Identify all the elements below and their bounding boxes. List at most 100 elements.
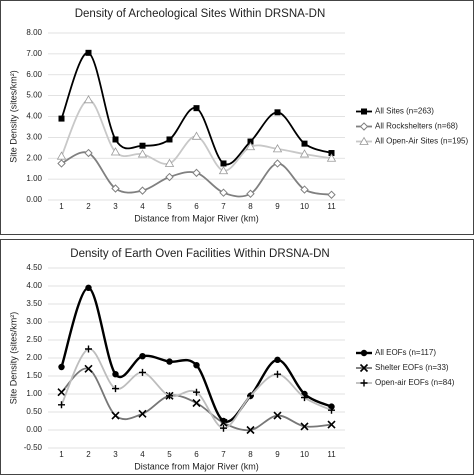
y-tick-label: 4.00 (26, 281, 42, 290)
marker (328, 403, 335, 410)
marker (138, 186, 147, 195)
chart-title: Density of Archeological Sites Within DR… (75, 8, 326, 20)
marker (360, 349, 368, 357)
y-tick-label: -0.50 (24, 443, 43, 452)
legend-label: Shelter EOFs (n=33) (375, 363, 449, 372)
y-axis-label: Site Density (sites/km²) (8, 70, 18, 163)
y-tick-label: 6.00 (26, 70, 42, 79)
x-tick-label: 11 (327, 202, 336, 211)
panel-border (0, 0, 474, 235)
marker (193, 362, 200, 369)
y-tick-label: 2.00 (26, 153, 42, 162)
marker (192, 168, 201, 178)
x-tick-label: 7 (221, 202, 226, 211)
y-tick-label: 5.00 (26, 91, 42, 100)
legend-label: All EOFs (n=117) (375, 348, 436, 357)
x-tick-label: 9 (275, 450, 280, 459)
legend-label: All Open-Air Sites (n=195) (375, 137, 468, 146)
marker (112, 136, 119, 143)
y-tick-label: 3.50 (26, 299, 42, 308)
chart-title: Density of Earth Oven Facilities Within … (70, 248, 329, 260)
y-tick-label: 1.50 (26, 371, 42, 380)
marker (274, 370, 281, 378)
marker (83, 94, 94, 104)
marker (58, 401, 65, 409)
marker (245, 141, 256, 151)
series-line (60, 348, 332, 430)
marker (274, 356, 281, 363)
marker (139, 142, 146, 149)
marker (112, 371, 119, 378)
y-tick-label: 0.50 (26, 407, 42, 416)
marker (58, 115, 65, 122)
x-tick-label: 3 (113, 450, 118, 459)
x-tick-label: 1 (59, 450, 64, 459)
marker (57, 388, 66, 397)
y-tick-label: 2.00 (26, 353, 42, 362)
series-line (60, 286, 333, 423)
y-tick-label: 4.00 (26, 112, 42, 121)
marker (272, 144, 283, 153)
marker (359, 136, 369, 145)
marker (246, 189, 255, 198)
marker (300, 185, 309, 194)
marker (361, 108, 367, 115)
y-tick-label: 8.00 (26, 28, 42, 37)
marker (164, 158, 175, 167)
marker (246, 425, 255, 435)
x-tick-label: 2 (86, 450, 91, 459)
marker (85, 345, 92, 353)
marker (299, 149, 310, 158)
y-tick-label: 3.00 (26, 317, 42, 326)
marker (166, 392, 173, 400)
marker (300, 422, 309, 431)
y-tick-label: 4.50 (26, 263, 42, 272)
y-tick-label: 2.50 (26, 335, 42, 344)
marker (57, 159, 66, 168)
marker (247, 392, 254, 400)
x-tick-label: 5 (167, 202, 172, 211)
marker (139, 353, 146, 360)
marker (220, 160, 227, 167)
legend-label: All Sites (n=263) (375, 107, 434, 116)
marker (273, 159, 282, 168)
legend-label: All Rockshelters (n=68) (375, 122, 458, 131)
marker (166, 136, 173, 143)
x-tick-label: 10 (300, 202, 309, 211)
x-tick-label: 8 (248, 202, 253, 211)
marker (359, 363, 369, 373)
series-line (60, 367, 332, 432)
y-tick-label: 0.00 (26, 195, 42, 204)
marker (328, 406, 335, 414)
marker (274, 109, 281, 116)
marker (111, 411, 120, 420)
x-tick-label: 6 (194, 202, 199, 211)
x-tick-label: 11 (327, 450, 336, 459)
y-tick-label: 0.00 (26, 425, 42, 434)
x-tick-label: 7 (221, 450, 226, 459)
y-tick-label: 3.00 (26, 132, 42, 141)
marker (137, 149, 148, 158)
x-tick-label: 10 (300, 450, 309, 459)
x-tick-label: 6 (194, 450, 199, 459)
x-tick-label: 4 (140, 202, 145, 211)
y-tick-label: 1.00 (26, 389, 42, 398)
y-tick-label: 7.00 (26, 49, 42, 58)
marker (218, 165, 229, 175)
x-tick-label: 5 (167, 450, 172, 459)
x-tick-label: 4 (140, 450, 145, 459)
marker (85, 284, 92, 291)
marker (359, 122, 369, 131)
marker (328, 150, 335, 157)
x-tick-label: 1 (59, 202, 64, 211)
marker (327, 190, 336, 199)
x-axis-label: Distance from Major River (km) (134, 461, 259, 471)
marker (219, 418, 228, 427)
marker (138, 409, 147, 418)
y-tick-label: 1.00 (26, 174, 42, 183)
marker (193, 388, 200, 396)
legend-label: Open-air EOFs (n=84) (375, 378, 455, 387)
marker (85, 49, 92, 56)
marker (273, 411, 282, 420)
